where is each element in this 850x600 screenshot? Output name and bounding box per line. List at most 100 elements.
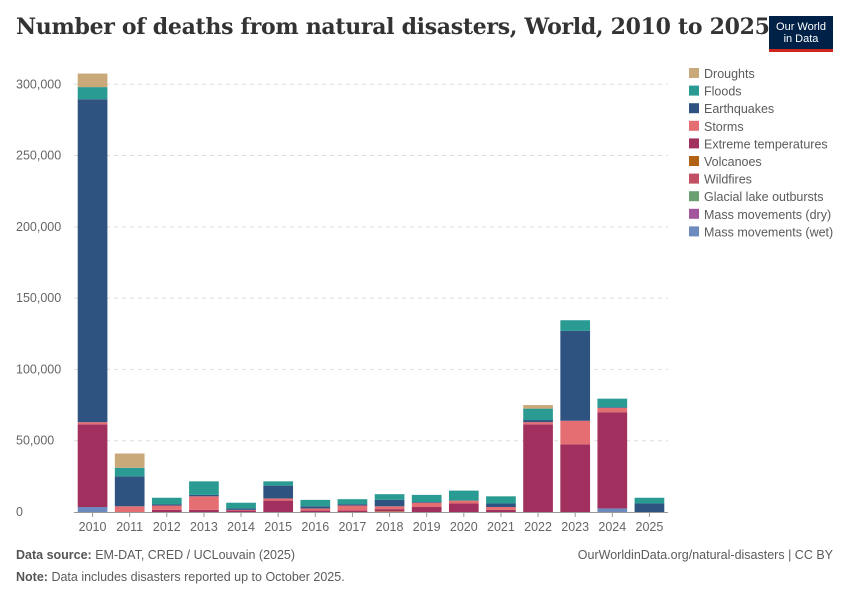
- bar-segment[interactable]: [189, 509, 219, 512]
- bar-segment[interactable]: [486, 503, 516, 508]
- bar-segment[interactable]: [523, 420, 553, 423]
- bar-segment[interactable]: [597, 398, 628, 408]
- bar-segment[interactable]: [151, 504, 182, 506]
- y-tick-label: 50,000: [16, 434, 54, 448]
- bar-segment[interactable]: [189, 494, 219, 497]
- bar-segment[interactable]: [226, 508, 256, 510]
- bar-segment[interactable]: [374, 494, 405, 500]
- x-tick-label: 2014: [227, 520, 255, 534]
- bar-segment[interactable]: [226, 502, 256, 509]
- x-axis: 2010 2011 2012 2013 2014 2015 2016 2017 2018 2019…: [74, 512, 668, 534]
- bar-segment[interactable]: [597, 508, 628, 512]
- bar-segment[interactable]: [411, 502, 442, 508]
- y-tick-label: 250,000: [16, 149, 61, 163]
- legend-swatch: [689, 191, 699, 202]
- legend-swatch: [689, 208, 699, 219]
- legend-label[interactable]: Extreme temperatures: [704, 137, 828, 151]
- bar-segment[interactable]: [560, 420, 591, 445]
- bar-segment[interactable]: [114, 453, 145, 468]
- bar-segment[interactable]: [300, 506, 331, 509]
- bar-segment[interactable]: [374, 506, 405, 510]
- legend-label[interactable]: Storms: [704, 120, 744, 134]
- bar-segment[interactable]: [523, 424, 553, 512]
- bar-segment[interactable]: [597, 407, 628, 413]
- bar-segment[interactable]: [560, 444, 591, 512]
- y-tick-label: 300,000: [16, 77, 61, 91]
- legend-swatch: [689, 138, 699, 149]
- bar-segment[interactable]: [523, 422, 553, 425]
- bar-segment[interactable]: [634, 497, 665, 504]
- bar-segment[interactable]: [560, 320, 591, 331]
- bar-segment[interactable]: [300, 510, 331, 512]
- bar-segment[interactable]: [263, 500, 294, 512]
- bar-segment[interactable]: [300, 508, 331, 511]
- bar-segment[interactable]: [300, 499, 331, 507]
- legend-label[interactable]: Wildfires: [704, 173, 752, 187]
- bar-segment[interactable]: [77, 87, 108, 100]
- y-tick-label: 100,000: [16, 362, 61, 376]
- legend-label[interactable]: Floods: [704, 85, 742, 99]
- bar-segment[interactable]: [448, 500, 479, 504]
- legend-label[interactable]: Glacial lake outbursts: [704, 190, 824, 204]
- x-tick-label: 2024: [598, 520, 626, 534]
- bar-segment[interactable]: [374, 499, 405, 507]
- bar-segment[interactable]: [374, 509, 405, 512]
- legend-label[interactable]: Droughts: [704, 67, 755, 81]
- bar-segment[interactable]: [263, 485, 294, 499]
- legend-swatch: [689, 120, 699, 131]
- bar-segment[interactable]: [560, 330, 591, 421]
- x-tick-label: 2010: [79, 520, 107, 534]
- bar-segment[interactable]: [337, 510, 368, 512]
- bar-segment[interactable]: [634, 503, 665, 512]
- bar-segment[interactable]: [411, 502, 442, 503]
- bar-segment[interactable]: [77, 424, 108, 508]
- legend-label[interactable]: Mass movements (wet): [704, 225, 833, 239]
- bar-segment[interactable]: [523, 405, 553, 409]
- bar-segment[interactable]: [337, 505, 368, 511]
- x-tick-label: 2013: [190, 520, 218, 534]
- bars: [77, 73, 665, 513]
- bar-segment[interactable]: [114, 506, 145, 512]
- bar-segment[interactable]: [448, 490, 479, 501]
- x-tick-label: 2011: [116, 520, 143, 534]
- bar-segment[interactable]: [411, 507, 442, 512]
- bar-segment[interactable]: [597, 412, 628, 509]
- bar-segment[interactable]: [151, 509, 182, 512]
- bar-segment[interactable]: [114, 476, 145, 507]
- bar-segment[interactable]: [77, 99, 108, 423]
- x-tick-label: 2017: [339, 520, 367, 534]
- bar-segment[interactable]: [77, 422, 108, 425]
- legend-label[interactable]: Volcanoes: [704, 155, 762, 169]
- x-tick-label: 2022: [524, 520, 552, 534]
- bar-segment[interactable]: [151, 505, 182, 510]
- bar-segment[interactable]: [597, 407, 628, 408]
- bar-segment[interactable]: [77, 73, 108, 88]
- data-source: Data source: EM-DAT, CRED / UCLouvain (2…: [16, 548, 295, 562]
- bar-segment[interactable]: [189, 481, 219, 495]
- bar-segment[interactable]: [523, 408, 553, 421]
- bar-segment[interactable]: [486, 507, 516, 510]
- legend-swatch: [689, 103, 699, 114]
- logo-line-1: Our World: [776, 21, 826, 33]
- bar-segment[interactable]: [226, 509, 256, 511]
- bar-segment[interactable]: [337, 504, 368, 506]
- bar-segment[interactable]: [411, 494, 442, 503]
- bar-segment[interactable]: [374, 511, 405, 512]
- bar-segment[interactable]: [114, 467, 145, 477]
- legend-label[interactable]: Earthquakes: [704, 102, 774, 116]
- bar-segment[interactable]: [486, 496, 516, 504]
- bar-segment[interactable]: [486, 509, 516, 512]
- bar-segment[interactable]: [77, 507, 108, 512]
- source-url-link[interactable]: OurWorldinData.org/natural-disasters | C…: [577, 548, 833, 562]
- bar-segment[interactable]: [337, 499, 368, 505]
- logo-line-2: in Data: [783, 33, 819, 45]
- bar-segment[interactable]: [151, 497, 182, 505]
- bar-segment[interactable]: [263, 481, 294, 486]
- legend-label[interactable]: Mass movements (dry): [704, 208, 831, 222]
- bar-segment[interactable]: [189, 496, 219, 510]
- bar-segment[interactable]: [448, 503, 479, 512]
- owid-logo[interactable]: Our World in Data: [769, 16, 833, 52]
- bar-segment[interactable]: [226, 510, 256, 512]
- bar-segment[interactable]: [263, 498, 294, 501]
